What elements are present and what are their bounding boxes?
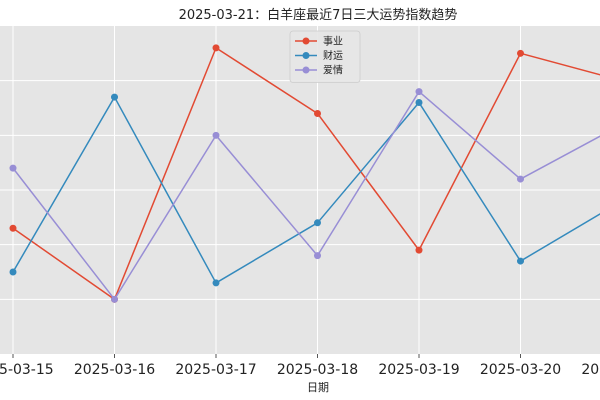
- x-tick-label: 2025-03-15: [0, 362, 54, 378]
- data-point: [9, 164, 17, 172]
- chart-title: 2025-03-21：白羊座最近7日三大运势指数趋势: [179, 7, 458, 23]
- legend-label: 爱情: [323, 64, 343, 77]
- data-point: [415, 246, 423, 254]
- data-point: [517, 175, 524, 183]
- data-point: [517, 49, 524, 57]
- data-point: [212, 44, 220, 52]
- data-point: [111, 295, 118, 303]
- data-point: [212, 131, 220, 139]
- legend-label: 事业: [323, 35, 343, 48]
- x-tick-label: 2025-03-21: [581, 362, 600, 378]
- data-point: [517, 257, 524, 265]
- data-point: [9, 224, 17, 232]
- x-tick-label: 2025-03-18: [277, 362, 358, 378]
- data-point: [415, 99, 423, 107]
- x-tick-label: 2025-03-17: [175, 362, 256, 378]
- x-tick-label: 2025-03-19: [378, 362, 459, 378]
- x-tick-label: 2025-03-16: [74, 362, 155, 378]
- data-point: [212, 279, 220, 287]
- legend-label: 财运: [323, 49, 343, 62]
- legend-swatch-marker: [302, 52, 310, 59]
- x-axis-label: 日期: [307, 381, 329, 394]
- data-point: [314, 109, 321, 117]
- x-tick-label: 2025-03-20: [480, 362, 561, 378]
- legend-swatch-marker: [302, 37, 310, 45]
- data-point: [314, 219, 321, 227]
- data-point: [314, 252, 321, 260]
- series-lines: [9, 44, 600, 303]
- legend-swatch-marker: [302, 66, 310, 74]
- data-point: [415, 88, 423, 96]
- data-point: [111, 93, 118, 101]
- data-point: [9, 268, 17, 276]
- x-axis: 2025-03-15 2025-03-16 2025-03-17 2025-03-18…: [0, 354, 600, 378]
